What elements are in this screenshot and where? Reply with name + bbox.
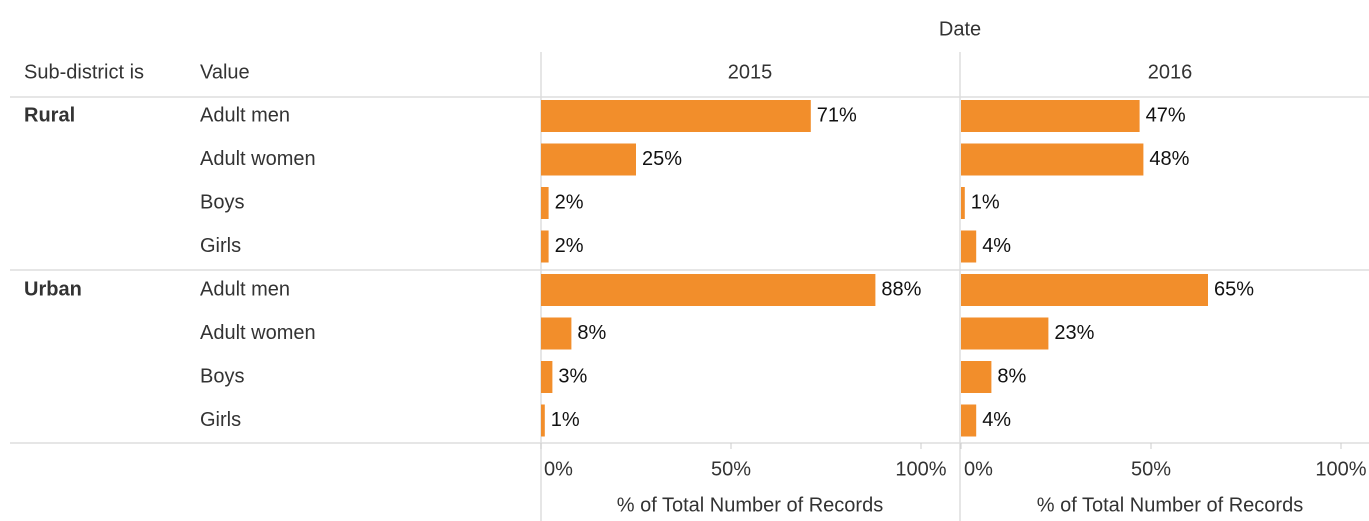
x-tick-label: 50% bbox=[711, 458, 751, 480]
value-label: 2% bbox=[555, 235, 584, 257]
category-label: Adult men bbox=[200, 278, 290, 300]
value-label: 25% bbox=[642, 148, 682, 170]
value-label: 88% bbox=[881, 278, 921, 300]
value-label: 8% bbox=[577, 322, 606, 344]
panel-title: 2015 bbox=[728, 61, 773, 83]
bar bbox=[541, 143, 636, 176]
bar bbox=[961, 100, 1140, 132]
panel-title: 2016 bbox=[1148, 61, 1193, 83]
value-label: 48% bbox=[1149, 148, 1189, 170]
row-header: Sub-district is bbox=[24, 61, 144, 83]
value-label: 1% bbox=[971, 191, 1000, 213]
bar bbox=[961, 274, 1208, 306]
value-label: 71% bbox=[817, 104, 857, 126]
bar bbox=[541, 230, 549, 263]
x-axis-title: % of Total Number of Records bbox=[617, 494, 883, 516]
x-tick-label: 100% bbox=[895, 458, 946, 480]
bar bbox=[961, 230, 977, 263]
group-label: Rural bbox=[24, 104, 75, 126]
bar bbox=[541, 274, 876, 306]
category-label: Boys bbox=[200, 191, 244, 213]
x-tick-label: 0% bbox=[964, 458, 993, 480]
x-tick-label: 50% bbox=[1131, 458, 1171, 480]
bar bbox=[541, 100, 811, 132]
x-axis-title: % of Total Number of Records bbox=[1037, 494, 1303, 516]
column-header: Date bbox=[939, 18, 981, 40]
value-label: 4% bbox=[982, 409, 1011, 431]
category-label: Girls bbox=[200, 409, 241, 431]
x-tick-label: 100% bbox=[1315, 458, 1366, 480]
category-label: Adult men bbox=[200, 104, 290, 126]
value-label: 65% bbox=[1214, 278, 1254, 300]
value-label: 3% bbox=[558, 365, 587, 387]
category-label: Adult women bbox=[200, 322, 316, 344]
x-tick-label: 0% bbox=[544, 458, 573, 480]
bar bbox=[961, 317, 1049, 350]
category-label: Adult women bbox=[200, 148, 316, 170]
bar bbox=[961, 187, 965, 219]
value-label: 23% bbox=[1054, 322, 1094, 344]
value-label: 8% bbox=[997, 365, 1026, 387]
bar bbox=[961, 404, 977, 437]
bar bbox=[961, 143, 1144, 176]
category-label: Boys bbox=[200, 365, 244, 387]
category-label: Girls bbox=[200, 235, 241, 257]
value-label: 47% bbox=[1146, 104, 1186, 126]
row-header: Value bbox=[200, 61, 250, 83]
bar bbox=[541, 404, 545, 437]
bar bbox=[541, 361, 553, 393]
group-label: Urban bbox=[24, 278, 82, 300]
value-label: 1% bbox=[551, 409, 580, 431]
bar bbox=[541, 187, 549, 219]
bar bbox=[961, 361, 992, 393]
value-label: 2% bbox=[555, 191, 584, 213]
value-label: 4% bbox=[982, 235, 1011, 257]
bar bbox=[541, 317, 572, 350]
